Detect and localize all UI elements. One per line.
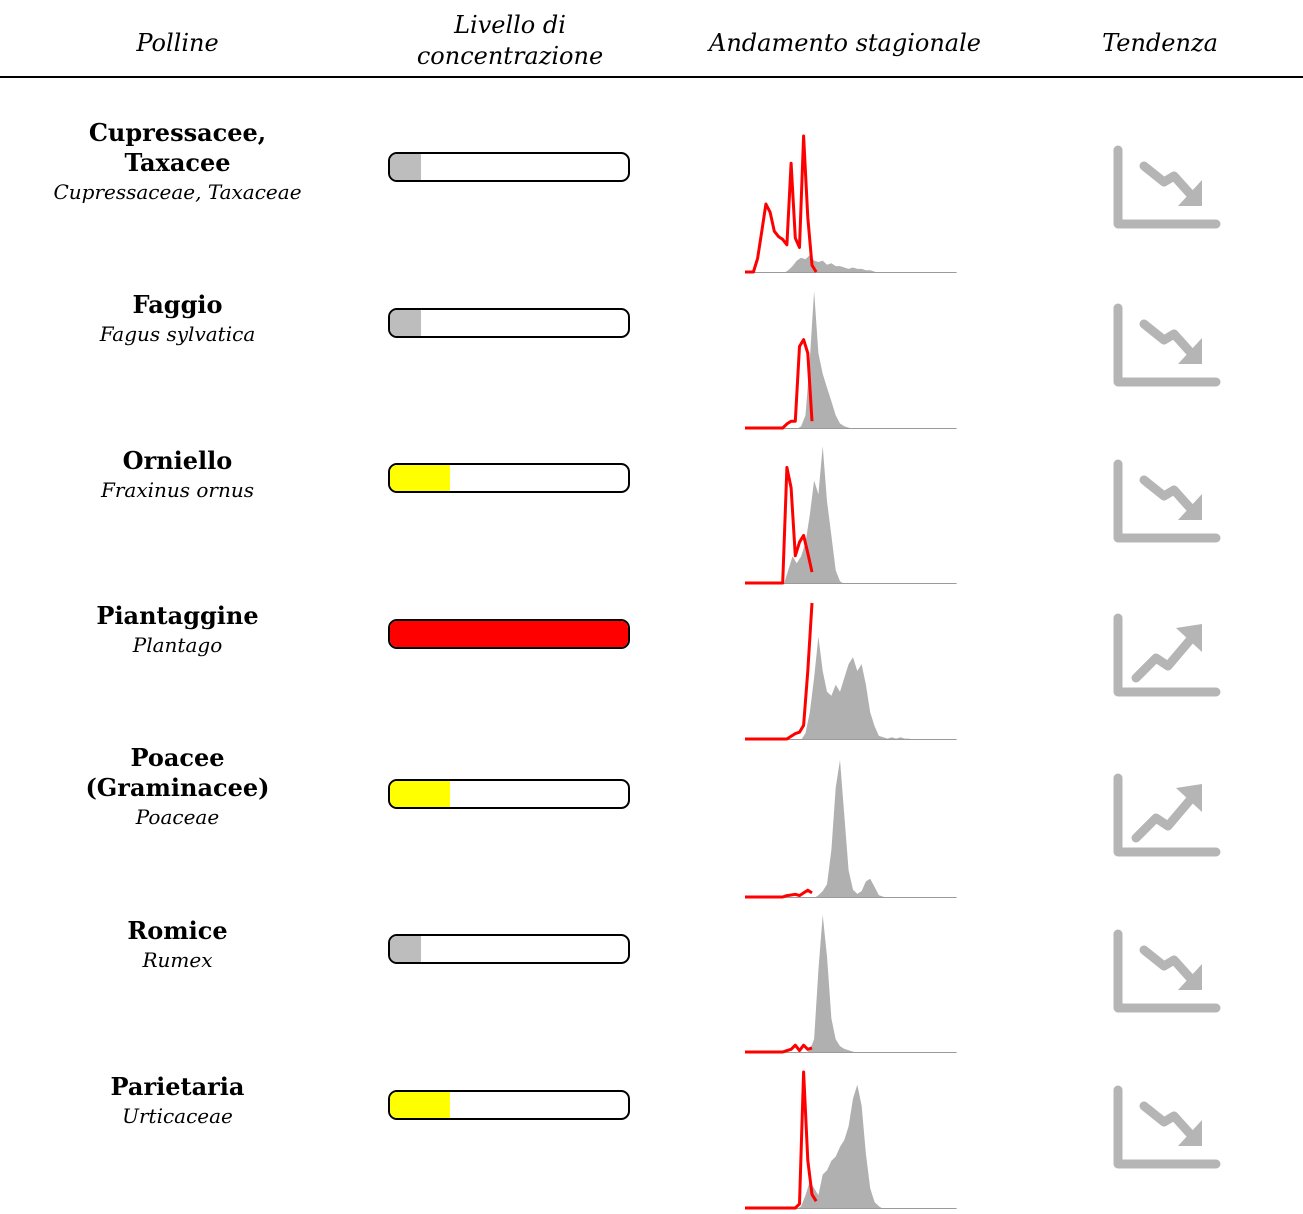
concentration-fill	[390, 154, 421, 180]
season-area	[745, 1084, 957, 1209]
concentration-bar	[388, 152, 630, 182]
pollen-name: Parietaria Urticaceae	[0, 1072, 355, 1130]
concentration-bar	[388, 308, 630, 338]
current-season-line	[745, 134, 818, 274]
concentration-fill	[390, 465, 450, 491]
concentration-bar	[388, 463, 630, 493]
seasonal-trend-chart	[745, 915, 957, 1054]
pollen-scientific-name: Fagus sylvatica	[99, 322, 256, 346]
concentration-bar	[388, 619, 630, 649]
season-area	[745, 760, 957, 898]
pollen-scientific-name: Urticaceae	[122, 1104, 233, 1128]
pollen-scientific-name: Rumex	[142, 948, 213, 972]
pollen-scientific-name: Cupressaceae, Taxaceae	[53, 180, 302, 204]
pollen-common-name: Taxacee	[124, 148, 231, 177]
current-season-line	[745, 338, 814, 430]
current-season-line	[745, 888, 813, 899]
pollen-common-name: Piantaggine	[96, 601, 259, 630]
header-polline: Polline	[136, 29, 219, 57]
pollen-scientific-name: Plantago	[132, 633, 223, 657]
pollen-common-name: Orniello	[122, 446, 233, 475]
trending-down-icon	[1113, 459, 1221, 543]
pollen-name: Orniello Fraxinus ornus	[0, 446, 355, 504]
pollen-scientific-name: Fraxinus ornus	[100, 478, 255, 502]
header-tendenza: Tendenza	[1102, 29, 1218, 57]
current-season-line	[745, 602, 814, 741]
concentration-fill	[390, 936, 421, 962]
pollen-name: Poacee (Graminacee) Poaceae	[0, 743, 355, 831]
concentration-fill	[390, 781, 450, 807]
header-andamento: Andamento stagionale	[708, 29, 981, 57]
concentration-fill	[390, 1092, 450, 1118]
pollen-name: Piantaggine Plantago	[0, 601, 355, 659]
header-livello-line2: concentrazione	[416, 42, 604, 70]
seasonal-trend-chart	[745, 134, 957, 274]
current-season-line	[745, 1070, 818, 1210]
season-area	[745, 255, 957, 273]
header-rule	[0, 76, 1303, 78]
header-livello-line1: Livello di	[454, 11, 566, 39]
season-area	[745, 636, 957, 740]
seasonal-trend-chart	[745, 1070, 957, 1210]
pollen-name: Faggio Fagus sylvatica	[0, 290, 355, 348]
concentration-bar	[388, 934, 630, 964]
season-area	[745, 291, 957, 429]
pollen-common-name: Poacee	[130, 743, 225, 772]
seasonal-trend-chart	[745, 602, 957, 741]
concentration-fill	[390, 621, 628, 647]
concentration-bar	[388, 779, 630, 809]
trending-down-icon	[1113, 1085, 1221, 1169]
pollen-common-name: Parietaria	[110, 1072, 245, 1101]
trending-down-icon	[1113, 145, 1221, 229]
trending-up-icon	[1113, 613, 1221, 697]
pollen-common-name: Cupressacee,	[88, 118, 267, 147]
seasonal-trend-chart	[745, 446, 957, 585]
seasonal-trend-chart	[745, 291, 957, 430]
current-season-line	[745, 1043, 813, 1054]
pollen-name: Romice Rumex	[0, 916, 355, 974]
pollen-common-name: Faggio	[132, 290, 223, 319]
concentration-fill	[390, 310, 421, 336]
current-season-line	[745, 465, 814, 585]
header-livello: Livello di concentrazione	[400, 10, 620, 72]
trending-down-icon	[1113, 303, 1221, 387]
pollen-scientific-name: Poaceae	[135, 805, 220, 829]
pollen-common-name: Romice	[127, 916, 228, 945]
trending-up-icon	[1113, 773, 1221, 857]
seasonal-trend-chart	[745, 760, 957, 899]
season-area	[745, 915, 957, 1053]
season-area	[745, 446, 957, 584]
trending-down-icon	[1113, 929, 1221, 1013]
concentration-bar	[388, 1090, 630, 1120]
pollen-common-name: (Graminacee)	[85, 773, 270, 802]
pollen-name: Cupressacee, Taxacee Cupressaceae, Taxacea…	[0, 118, 355, 206]
